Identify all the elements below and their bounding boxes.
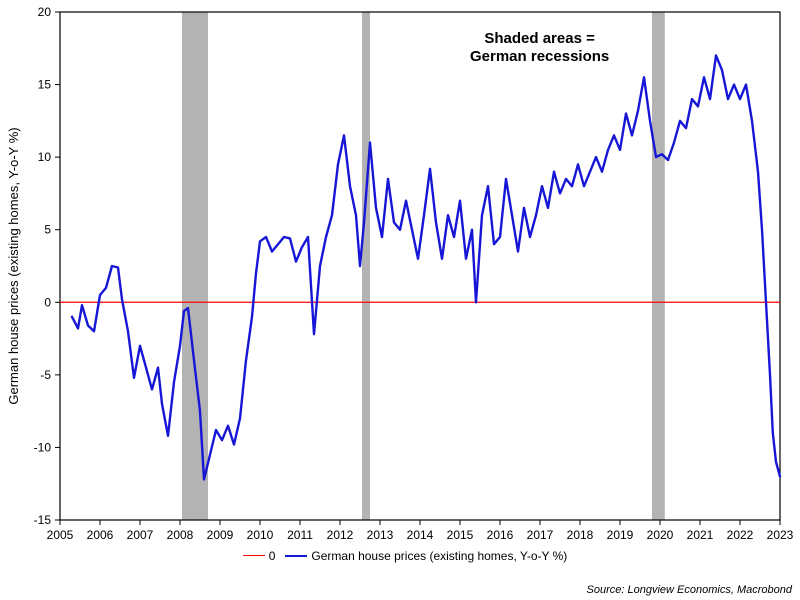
x-tick-label: 2008 (167, 528, 194, 542)
x-tick-label: 2012 (327, 528, 354, 542)
x-tick-label: 2016 (487, 528, 514, 542)
recession-annotation: Shaded areas = German recessions (470, 30, 609, 66)
price-series-line (72, 56, 780, 480)
plot-border (60, 12, 780, 520)
y-tick-label: 10 (38, 150, 52, 164)
x-tick-label: 2009 (207, 528, 234, 542)
y-tick-label: 0 (44, 295, 51, 309)
y-tick-label: -10 (34, 440, 52, 454)
x-tick-label: 2017 (527, 528, 554, 542)
y-axis-label: German house prices (existing homes, Y-o… (6, 127, 21, 404)
x-tick-label: 2007 (127, 528, 154, 542)
x-tick-label: 2014 (407, 528, 434, 542)
legend-label: 0 (269, 549, 276, 563)
legend-label: German house prices (existing homes, Y-o… (311, 549, 567, 563)
recession-band (652, 12, 665, 520)
x-tick-label: 2010 (247, 528, 274, 542)
x-tick-label: 2011 (287, 528, 313, 542)
x-tick-label: 2020 (647, 528, 674, 542)
legend: 0 German house prices (existing homes, Y-… (0, 548, 800, 563)
y-tick-label: 5 (44, 223, 51, 237)
x-tick-label: 2019 (607, 528, 634, 542)
recession-band (362, 12, 370, 520)
x-tick-label: 2013 (367, 528, 394, 542)
chart-svg: -15 -10 -5 0 5 10 15 20 2005 2006 2007 2008 2009 2010… (0, 0, 800, 600)
x-tick-label: 2022 (727, 528, 754, 542)
x-tick-label: 2021 (687, 528, 714, 542)
source-text: Source: Longview Economics, Macrobond (587, 584, 792, 596)
x-tick-label: 2005 (47, 528, 74, 542)
x-tick-label: 2023 (767, 528, 794, 542)
x-tick-label: 2015 (447, 528, 474, 542)
recession-band (182, 12, 208, 520)
y-tick-label: -15 (34, 513, 52, 527)
y-tick-label: -5 (40, 368, 51, 382)
y-tick-label: 20 (38, 5, 52, 19)
x-tick-label: 2018 (567, 528, 594, 542)
x-tick-label: 2006 (87, 528, 114, 542)
y-tick-label: 15 (38, 78, 52, 92)
chart-container: -15 -10 -5 0 5 10 15 20 2005 2006 2007 2008 2009 2010… (0, 0, 800, 600)
